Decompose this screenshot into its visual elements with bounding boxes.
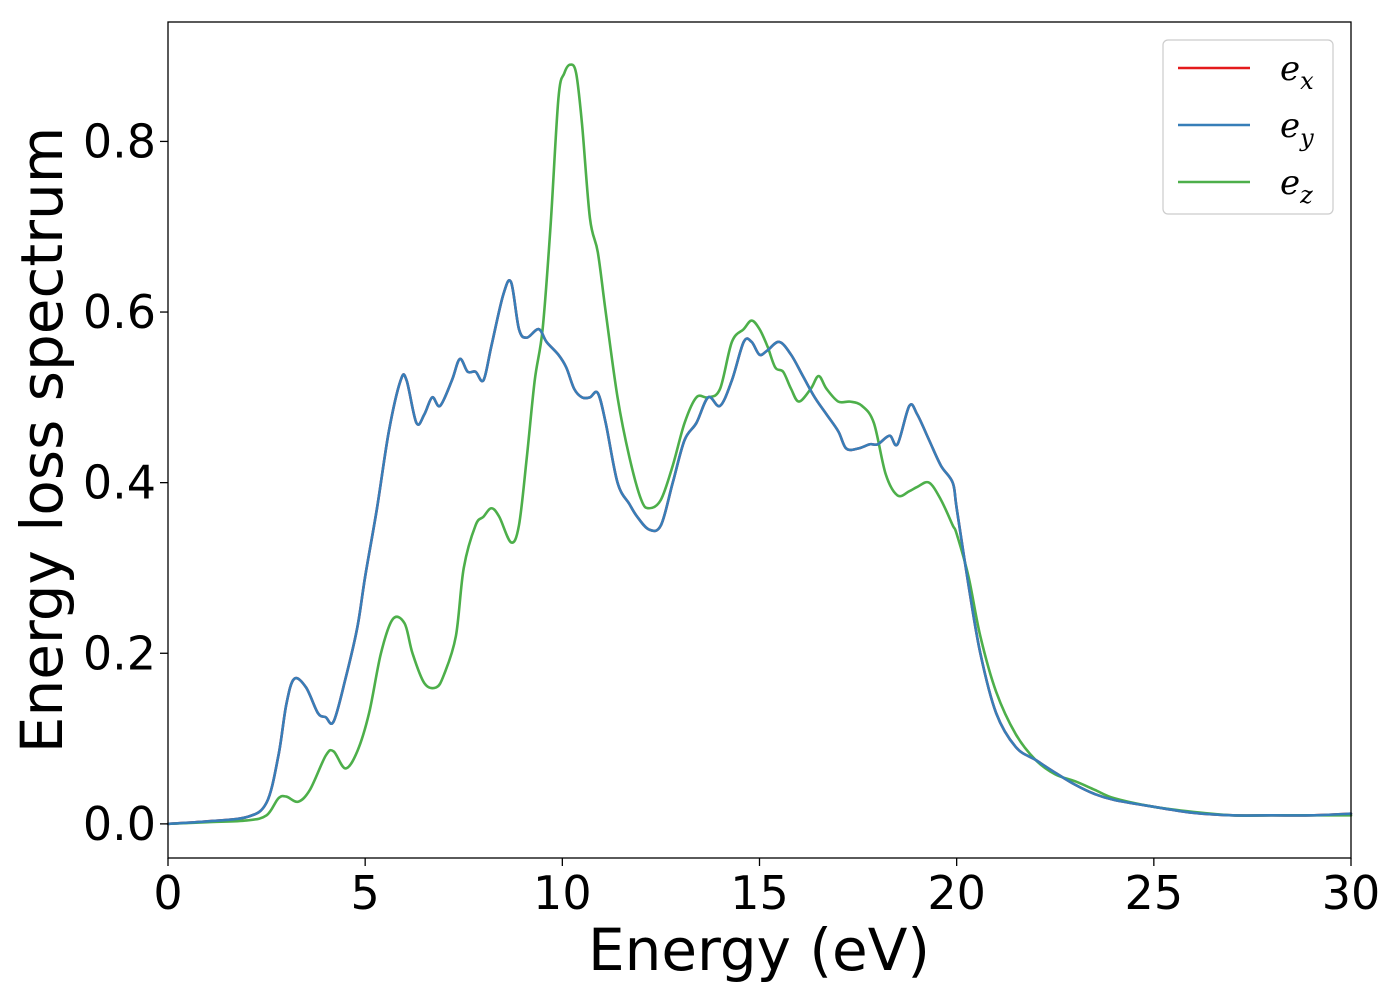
- series-line-ez: [166, 63, 1353, 826]
- x-tick-label: 25: [1125, 866, 1184, 920]
- legend: ex ey ez: [1162, 39, 1334, 215]
- y-tick-label: 0.4: [83, 456, 156, 510]
- y-axis: 0.0 0.2 0.4 0.6 0.8: [83, 114, 168, 851]
- x-tick-label: 10: [533, 866, 592, 920]
- series-line-ex: [166, 278, 1353, 826]
- legend-box: [1162, 39, 1334, 215]
- y-tick-label: 0.0: [83, 797, 156, 851]
- legend-label-ez: ez: [1280, 163, 1313, 209]
- x-tick-label: 15: [730, 866, 789, 920]
- legend-label-ex: ex: [1280, 49, 1314, 95]
- y-axis-label: Energy loss spectrum: [8, 127, 76, 753]
- x-axis-label: Energy (eV): [588, 916, 930, 984]
- y-tick-label: 0.8: [83, 114, 156, 168]
- series-line-ey: [166, 278, 1353, 826]
- x-tick-label: 30: [1322, 866, 1381, 920]
- x-axis: 0 5 10 15 20 25 30: [153, 858, 1380, 920]
- legend-label-ey: ey: [1280, 106, 1314, 152]
- x-tick-label: 5: [351, 866, 380, 920]
- series-layer: [166, 63, 1353, 826]
- y-tick-label: 0.6: [83, 285, 156, 339]
- y-tick-label: 0.2: [83, 626, 156, 680]
- x-tick-label: 20: [927, 866, 986, 920]
- x-tick-label: 0: [153, 866, 182, 920]
